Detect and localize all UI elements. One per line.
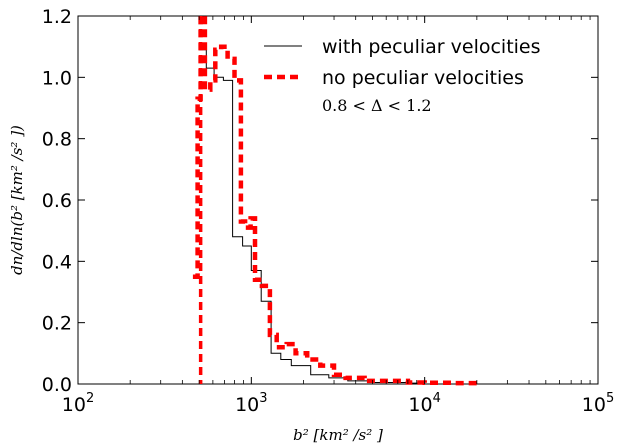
x-axis-label: b² [km² /s² ] (293, 426, 383, 444)
series-line-no-peculiar-velocities (192, 13, 481, 386)
y-tick-label: 0.4 (42, 251, 72, 273)
x-tick-label: 104 (408, 391, 440, 416)
y-tick-label: 1.0 (42, 67, 72, 89)
y-axis-label: dn/dln(b² [km² /s² ]) (8, 125, 26, 275)
series-line-with-peculiar-velocities (199, 49, 425, 384)
y-tick-label: 0.0 (42, 374, 72, 396)
y-tick-label: 0.2 (42, 313, 72, 335)
x-tick-label: 105 (582, 391, 614, 416)
y-tick-label: 0.8 (42, 129, 72, 151)
legend: with peculiar velocities no peculiar vel… (264, 36, 541, 89)
series-layer (192, 13, 481, 386)
y-tick-label: 1.2 (42, 6, 72, 28)
legend-label-no-peculiar-velocities: no peculiar velocities (322, 67, 524, 89)
delta-range-annotation: 0.8 < Δ < 1.2 (322, 96, 432, 115)
ticks-layer: 0.0 0.2 0.4 0.6 0.8 1.0 1.2 102 103 104 105 (42, 6, 614, 416)
x-tick-label: 103 (235, 391, 267, 416)
x-tick-label: 102 (62, 391, 94, 416)
legend-label-with-peculiar-velocities: with peculiar velocities (322, 36, 541, 58)
y-tick-label: 0.6 (42, 190, 72, 212)
